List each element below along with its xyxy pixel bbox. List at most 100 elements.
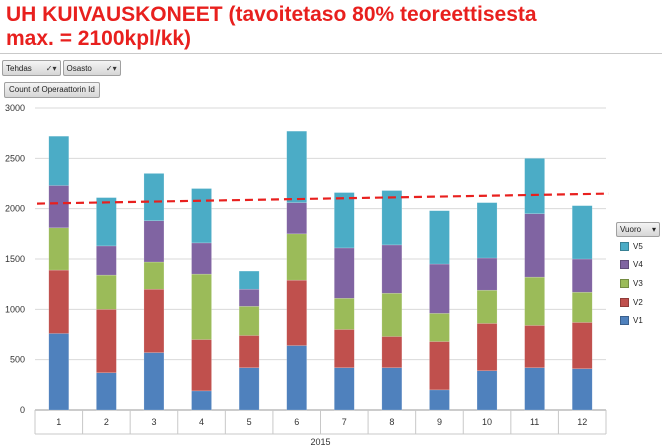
bar-segment-v4 (286, 202, 307, 235)
legend-swatch (620, 278, 629, 288)
filter-label: Osasto (66, 63, 92, 73)
x-tick-label: 11 (530, 417, 539, 427)
y-tick-label: 500 (10, 355, 25, 365)
bar-segment-v5 (524, 158, 545, 214)
bar-segment-v2 (191, 339, 212, 392)
bar-segment-v3 (429, 313, 450, 342)
report-filter-bar: Tehdas ✓▾ Osasto ✓▾ (2, 60, 121, 76)
bar-segment-v2 (96, 309, 117, 374)
bar-segment-v4 (96, 245, 117, 276)
bar-segment-v4 (191, 242, 212, 275)
bar-segment-v3 (143, 261, 165, 290)
bar-segment-v1 (191, 390, 212, 411)
bar-segment-v2 (238, 335, 260, 368)
legend-label: V4 (633, 260, 643, 270)
bar-segment-v4 (381, 244, 403, 294)
x-tick-label: 4 (199, 417, 204, 427)
legend: Vuoro ▾ V5 V4 V3 V2 V1 (616, 222, 660, 330)
bar-segment-v4 (524, 213, 545, 278)
filter-dropdown-icon[interactable]: ✓▾ (45, 63, 57, 73)
filter-button-tehdas[interactable]: Tehdas ✓▾ (2, 60, 61, 76)
bar-segment-v5 (334, 192, 355, 249)
bar-segment-v2 (524, 325, 545, 368)
target-line (36, 192, 610, 205)
legend-title: Vuoro (620, 225, 642, 234)
bar-segment-v5 (48, 135, 70, 186)
y-tick-label: 3000 (5, 103, 25, 113)
x-tick-label: 10 (482, 417, 492, 427)
bar-segment-v5 (381, 190, 403, 246)
value-field-button[interactable]: Count of Operaattorin Id (4, 82, 100, 98)
bar-segment-v4 (143, 220, 165, 263)
bar-segment-v4 (334, 247, 355, 299)
bar-segment-v4 (476, 257, 498, 291)
bar-segment-v2 (334, 329, 355, 368)
bar-segment-v3 (238, 306, 260, 336)
legend-label: V2 (633, 297, 643, 307)
bar-segment-v2 (429, 341, 450, 391)
bar-segment-v1 (238, 367, 260, 411)
bar-segment-v4 (429, 263, 450, 314)
bar-segment-v3 (334, 298, 355, 330)
legend-item-v2: V2 (616, 293, 660, 312)
bar-segment-v1 (571, 368, 593, 411)
bar-segment-v3 (476, 289, 498, 324)
bar-segment-v5 (143, 173, 165, 221)
legend-item-v5: V5 (616, 237, 660, 256)
filter-dropdown-icon[interactable]: ▾ (651, 225, 656, 234)
x-tick-label: 8 (389, 417, 394, 427)
x-tick-label: 2 (104, 417, 109, 427)
legend-item-v1: V1 (616, 311, 660, 330)
bar-segment-v1 (96, 372, 117, 411)
filter-dropdown-icon[interactable]: ✓▾ (105, 63, 117, 73)
bar-segment-v5 (238, 270, 260, 290)
bar-segment-v5 (476, 202, 498, 259)
legend-field-button[interactable]: Vuoro ▾ (616, 222, 660, 237)
y-tick-label: 0 (20, 405, 25, 415)
x-tick-label: 12 (577, 417, 587, 427)
legend-swatch (620, 241, 629, 251)
y-tick-label: 2500 (5, 153, 25, 163)
filter-label: Tehdas (6, 63, 32, 73)
bar-segment-v2 (48, 269, 70, 334)
bar-segment-v2 (571, 322, 593, 369)
bar-segment-v4 (48, 185, 70, 229)
x-tick-label: 5 (247, 417, 252, 427)
bar-segment-v2 (286, 279, 307, 346)
bar-segment-v1 (381, 367, 403, 411)
bar-segment-v2 (476, 323, 498, 371)
bar-segment-v5 (429, 210, 450, 265)
bar-segment-v3 (381, 292, 403, 337)
filter-button-osasto[interactable]: Osasto ✓▾ (62, 60, 121, 76)
legend-swatch (620, 316, 629, 326)
legend-swatch (620, 297, 629, 307)
title-divider (0, 53, 662, 54)
y-tick-label: 1000 (5, 304, 25, 314)
bar-segment-v5 (191, 188, 212, 244)
chart-title-line-2: max. = 2100kpl/kk) (6, 27, 192, 50)
bar-segment-v1 (524, 367, 545, 411)
bar-segment-v3 (524, 276, 545, 326)
x-tick-label: 7 (342, 417, 347, 427)
legend-item-v3: V3 (616, 274, 660, 293)
legend-swatch (620, 260, 629, 270)
x-tick-label: 1 (56, 417, 61, 427)
y-tick-label: 2000 (5, 204, 25, 214)
legend-item-v4: V4 (616, 256, 660, 275)
x-axis-label: 2015 (310, 437, 330, 447)
legend-label: V5 (633, 241, 643, 251)
legend-label: V1 (633, 316, 643, 326)
bar-segment-v4 (238, 288, 260, 307)
bar-segment-v2 (143, 288, 165, 353)
bar-segment-v3 (191, 273, 212, 340)
bar-segment-v5 (286, 130, 307, 203)
bar-segment-v1 (48, 333, 70, 411)
bar-segment-v5 (96, 197, 117, 247)
chart-title-line-1: UH KUIVAUSKONEET (tavoitetaso 80% teoree… (6, 3, 537, 26)
bar-segment-v3 (571, 291, 593, 323)
bar-segment-v3 (48, 227, 70, 271)
bar-segment-v1 (476, 370, 498, 411)
x-tick-label: 3 (151, 417, 156, 427)
legend-label: V3 (633, 278, 643, 288)
